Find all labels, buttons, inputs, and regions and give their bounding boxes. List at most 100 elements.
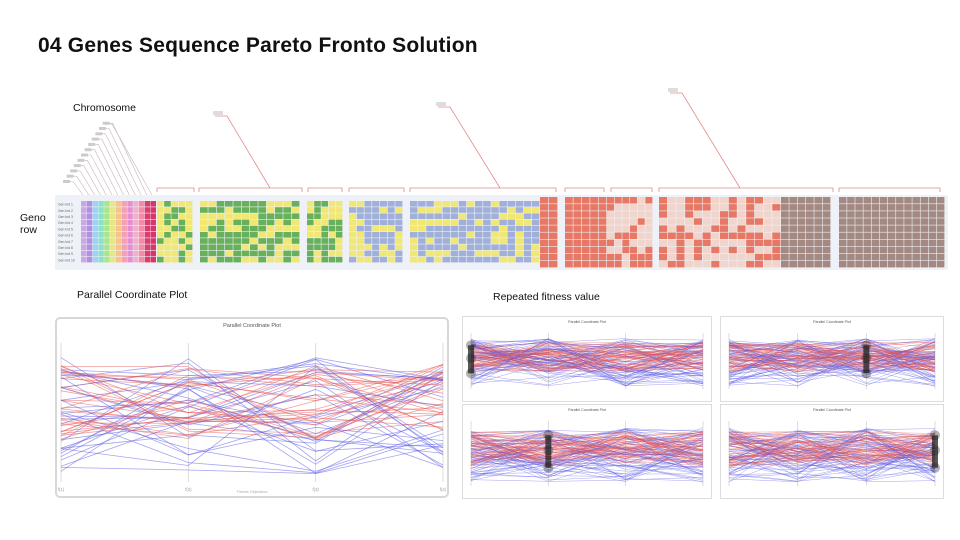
gene-cell [364, 219, 372, 226]
gene-cell [806, 197, 814, 204]
gene-cell [797, 197, 806, 204]
gene-cell [822, 225, 831, 232]
gene-cell [200, 201, 208, 207]
gene-cell [200, 232, 208, 238]
gene-cell [321, 232, 328, 238]
gene-cell [871, 260, 880, 268]
pcp-line [470, 434, 704, 467]
gene-cell [685, 225, 694, 232]
gene-cell [349, 219, 357, 226]
gene-cell [275, 250, 283, 257]
chromosome-tag [95, 132, 103, 136]
gene-cell [442, 201, 451, 207]
gene-cell [410, 213, 418, 219]
gene-cell [410, 244, 418, 250]
gene-cell [879, 225, 888, 232]
gene-cell [855, 218, 863, 225]
gene-cell [275, 213, 283, 219]
gene-cell [806, 253, 814, 261]
pcp-line [728, 451, 936, 478]
gene-cell [349, 238, 357, 244]
gene-cell [676, 211, 685, 218]
gene-cell [590, 218, 598, 225]
gene-cell [573, 197, 582, 204]
pcp-line [60, 365, 444, 435]
gene-cell [283, 225, 292, 232]
gene-cell [581, 197, 590, 204]
pcp-line [60, 382, 444, 433]
gene-cell [356, 250, 364, 257]
pcp-line [728, 347, 936, 366]
gene-cell [491, 219, 499, 226]
gene-cell [676, 218, 685, 225]
gene-cell [607, 197, 615, 204]
gene-cell [418, 225, 426, 232]
gene-cell [928, 253, 937, 261]
gene-cell [434, 250, 442, 257]
gene-cell [418, 213, 426, 219]
gene-cell [797, 225, 806, 232]
gene-cell [328, 225, 336, 232]
gene-cell [491, 201, 499, 207]
gene-cell [540, 218, 549, 225]
gene-cell [781, 232, 789, 239]
pcp-line [470, 464, 704, 483]
gene-cell [871, 239, 880, 247]
gene-cell [702, 246, 711, 254]
gene-cell [659, 204, 668, 211]
pcp-line [60, 366, 444, 440]
pcp-line [60, 420, 444, 468]
gene-cell [178, 244, 186, 250]
gene-cell [372, 256, 380, 263]
gene-cell [127, 201, 133, 207]
gene-cell [598, 239, 607, 247]
gene-cell [637, 211, 645, 218]
gene-cell [515, 256, 524, 263]
gene-cell [98, 250, 104, 257]
gene-cell [590, 232, 598, 239]
pcp-line [470, 430, 704, 455]
gene-cell [387, 256, 395, 263]
gene-cell [81, 219, 87, 226]
gene-cell [121, 213, 127, 219]
pcp-line [470, 430, 704, 467]
gene-cell [356, 219, 364, 226]
gene-cell [164, 201, 171, 207]
gene-cell [307, 244, 314, 250]
gene-bracket [307, 187, 343, 192]
gene-cell [806, 232, 814, 239]
gene-cell [410, 207, 418, 213]
gene-cell [523, 219, 532, 226]
gene-cell [630, 232, 638, 239]
gene-cell [364, 213, 372, 219]
pcp-line [470, 342, 704, 361]
gene-cell [241, 225, 250, 232]
gene-cell [81, 213, 87, 219]
gene-cell [746, 253, 755, 261]
gene-cell [115, 219, 122, 226]
repeated-fitness-marker [861, 353, 872, 364]
gene-cell [590, 253, 598, 261]
gene-cell [781, 225, 789, 232]
gene-cell [458, 244, 467, 250]
row-label: Gen Ind 9 [58, 252, 73, 256]
gene-cell [233, 201, 242, 207]
gene-cell [395, 238, 403, 244]
gene-cell [208, 256, 217, 263]
row-label: Gen Ind 6 [58, 234, 73, 238]
gene-cell [250, 207, 258, 213]
gene-cell [321, 219, 328, 226]
gene-cell [540, 260, 549, 268]
gene-cell [754, 225, 763, 232]
gene-cell [711, 232, 720, 239]
gene-cell [746, 260, 755, 268]
repeated-fitness-marker [543, 430, 554, 441]
gene-cell [266, 250, 275, 257]
gene-cell [426, 225, 434, 232]
gene-cell [328, 256, 336, 263]
gene-cell [896, 225, 904, 232]
gene-cell [549, 239, 558, 247]
tag-leader [109, 122, 148, 196]
gene-cell [426, 213, 434, 219]
pcp-line [470, 338, 704, 379]
